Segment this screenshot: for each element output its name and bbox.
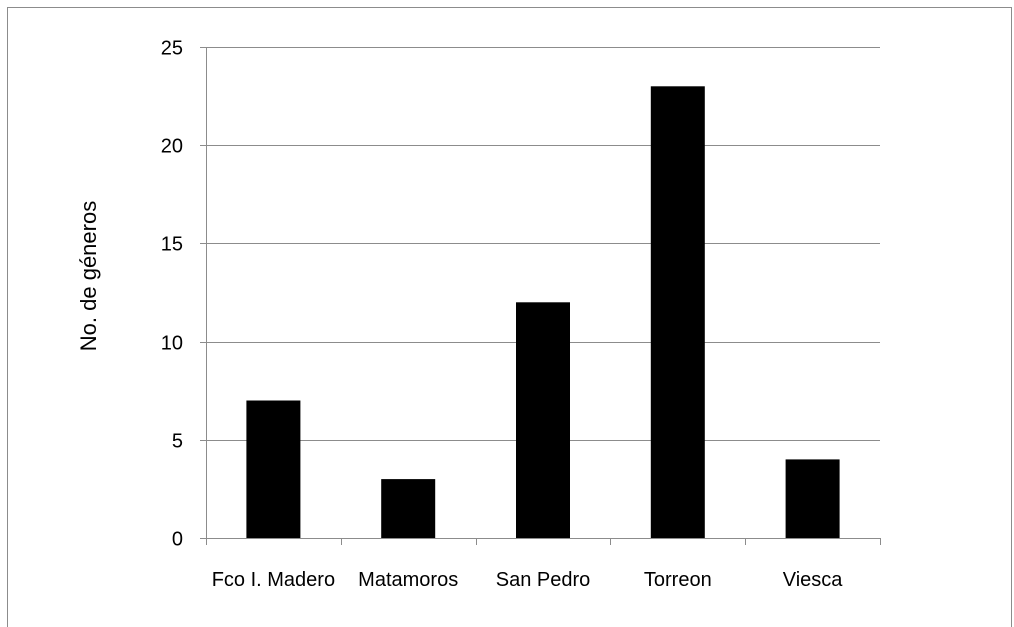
tick-labels: 0 5 10 15 20 25 Fco I. Madero Matamoros San Pedr… (161, 38, 844, 592)
x-tick-label: Viesca (783, 569, 844, 591)
x-tick-label: San Pedro (496, 569, 591, 591)
y-axis-title: No. de géneros (76, 201, 101, 351)
y-tick-label: 5 (172, 431, 183, 453)
x-tick-label: Torreon (644, 569, 712, 591)
x-tick-label: Fco I. Madero (212, 569, 335, 591)
bars (246, 86, 840, 539)
y-tick-label: 10 (161, 333, 183, 355)
x-tick-label: Matamoros (358, 569, 458, 591)
bar-torreon (650, 86, 705, 539)
bar-san-pedro (516, 302, 570, 538)
axes (200, 47, 881, 545)
y-tick-label: 20 (161, 136, 183, 158)
y-tick-label: 25 (161, 38, 183, 60)
bar-matamoros (381, 479, 436, 538)
y-tick-label: 15 (161, 234, 183, 256)
chart-frame (7, 7, 1012, 627)
bar-fco-i-madero (246, 400, 301, 538)
bar-viesca (785, 459, 840, 538)
y-tick-label: 0 (172, 529, 183, 551)
